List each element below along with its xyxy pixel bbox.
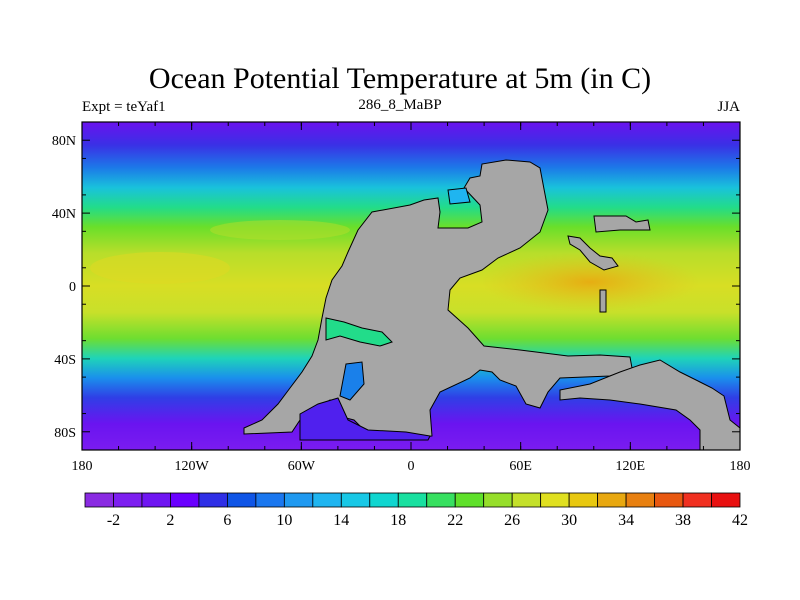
x-tick-label: 60E: [509, 459, 532, 474]
island-east-chain: [567, 235, 619, 271]
southeast-land: [559, 359, 740, 450]
island-equatorial: [599, 289, 607, 313]
x-tick-label: 60W: [288, 459, 316, 474]
colorbar-swatch: [84, 492, 114, 508]
experiment-label: Expt = teYaf1: [82, 99, 166, 115]
x-axis: 180 120W 60W 0 60E 120E 180: [72, 122, 751, 474]
x-tick-label: 120W: [175, 459, 210, 474]
colorbar-swatch: [255, 492, 285, 508]
colorbar-swatch: [312, 492, 342, 508]
southern-inlet: [299, 397, 431, 441]
colorbar-label: -2: [107, 512, 120, 529]
y-tick-label: 0: [69, 280, 76, 295]
x-tick-label: 0: [408, 459, 415, 474]
colorbar-swatch: [340, 492, 371, 508]
colorbar-label: 6: [223, 512, 231, 529]
colorbar-swatch: [625, 492, 655, 508]
colorbar-label: 30: [561, 512, 577, 529]
colorbar-swatch: [597, 492, 627, 508]
y-tick-label: 40N: [52, 207, 76, 222]
colorbar-swatch: [511, 492, 542, 508]
colorbar-label: 22: [447, 512, 463, 529]
colorbar-swatch: [682, 492, 712, 508]
y-tick-label: 40S: [54, 353, 76, 368]
colorbar-swatch: [454, 492, 485, 508]
colorbar-swatch: [198, 492, 228, 508]
colorbar-swatch: [141, 492, 171, 508]
colorbar-swatch: [711, 492, 741, 508]
colorbar-swatch: [170, 492, 200, 508]
colorbar-swatch: [568, 492, 599, 508]
colorbar-swatch: [654, 492, 684, 508]
colorbar-swatch: [540, 492, 570, 508]
island-east-large: [593, 215, 651, 233]
colorbar: -2 2 6 10 14 18 22 26 30 34 38 42: [84, 492, 748, 529]
colorbar-label: 10: [276, 512, 292, 529]
colorbar-swatch: [483, 492, 513, 508]
colorbar-swatch: [397, 492, 428, 508]
colorbar-swatch: [426, 492, 456, 508]
temperature-field: [82, 122, 740, 450]
colorbar-label: 14: [333, 512, 349, 529]
inland-sea: [325, 317, 393, 347]
y-axis: 80N 40N 0 40S 80S: [52, 121, 740, 451]
x-tick-label: 180: [72, 459, 93, 474]
colorbar-label: 18: [390, 512, 406, 529]
colorbar-swatch: [283, 492, 314, 508]
y-tick-label: 80N: [52, 134, 76, 149]
north-gulf: [447, 187, 471, 205]
colorbar-label: 2: [166, 512, 174, 529]
southern-bay: [339, 361, 365, 401]
colorbar-label: 26: [504, 512, 520, 529]
colorbar-label: 42: [732, 512, 748, 529]
colorbar-label: 38: [675, 512, 691, 529]
colorbar-swatch: [369, 492, 399, 508]
colorbar-swatch: [113, 492, 143, 508]
x-tick-label: 180: [730, 459, 751, 474]
season-label: JJA: [717, 99, 740, 115]
colorbar-swatch: [226, 492, 257, 508]
x-tick-label: 120E: [616, 459, 646, 474]
supercontinent-land: [243, 159, 633, 441]
y-tick-label: 80S: [54, 426, 76, 441]
colorbar-label: 34: [618, 512, 634, 529]
period-label: 286_8_MaBP: [358, 97, 442, 113]
map-title: Ocean Potential Temperature at 5m (in C): [148, 62, 652, 95]
